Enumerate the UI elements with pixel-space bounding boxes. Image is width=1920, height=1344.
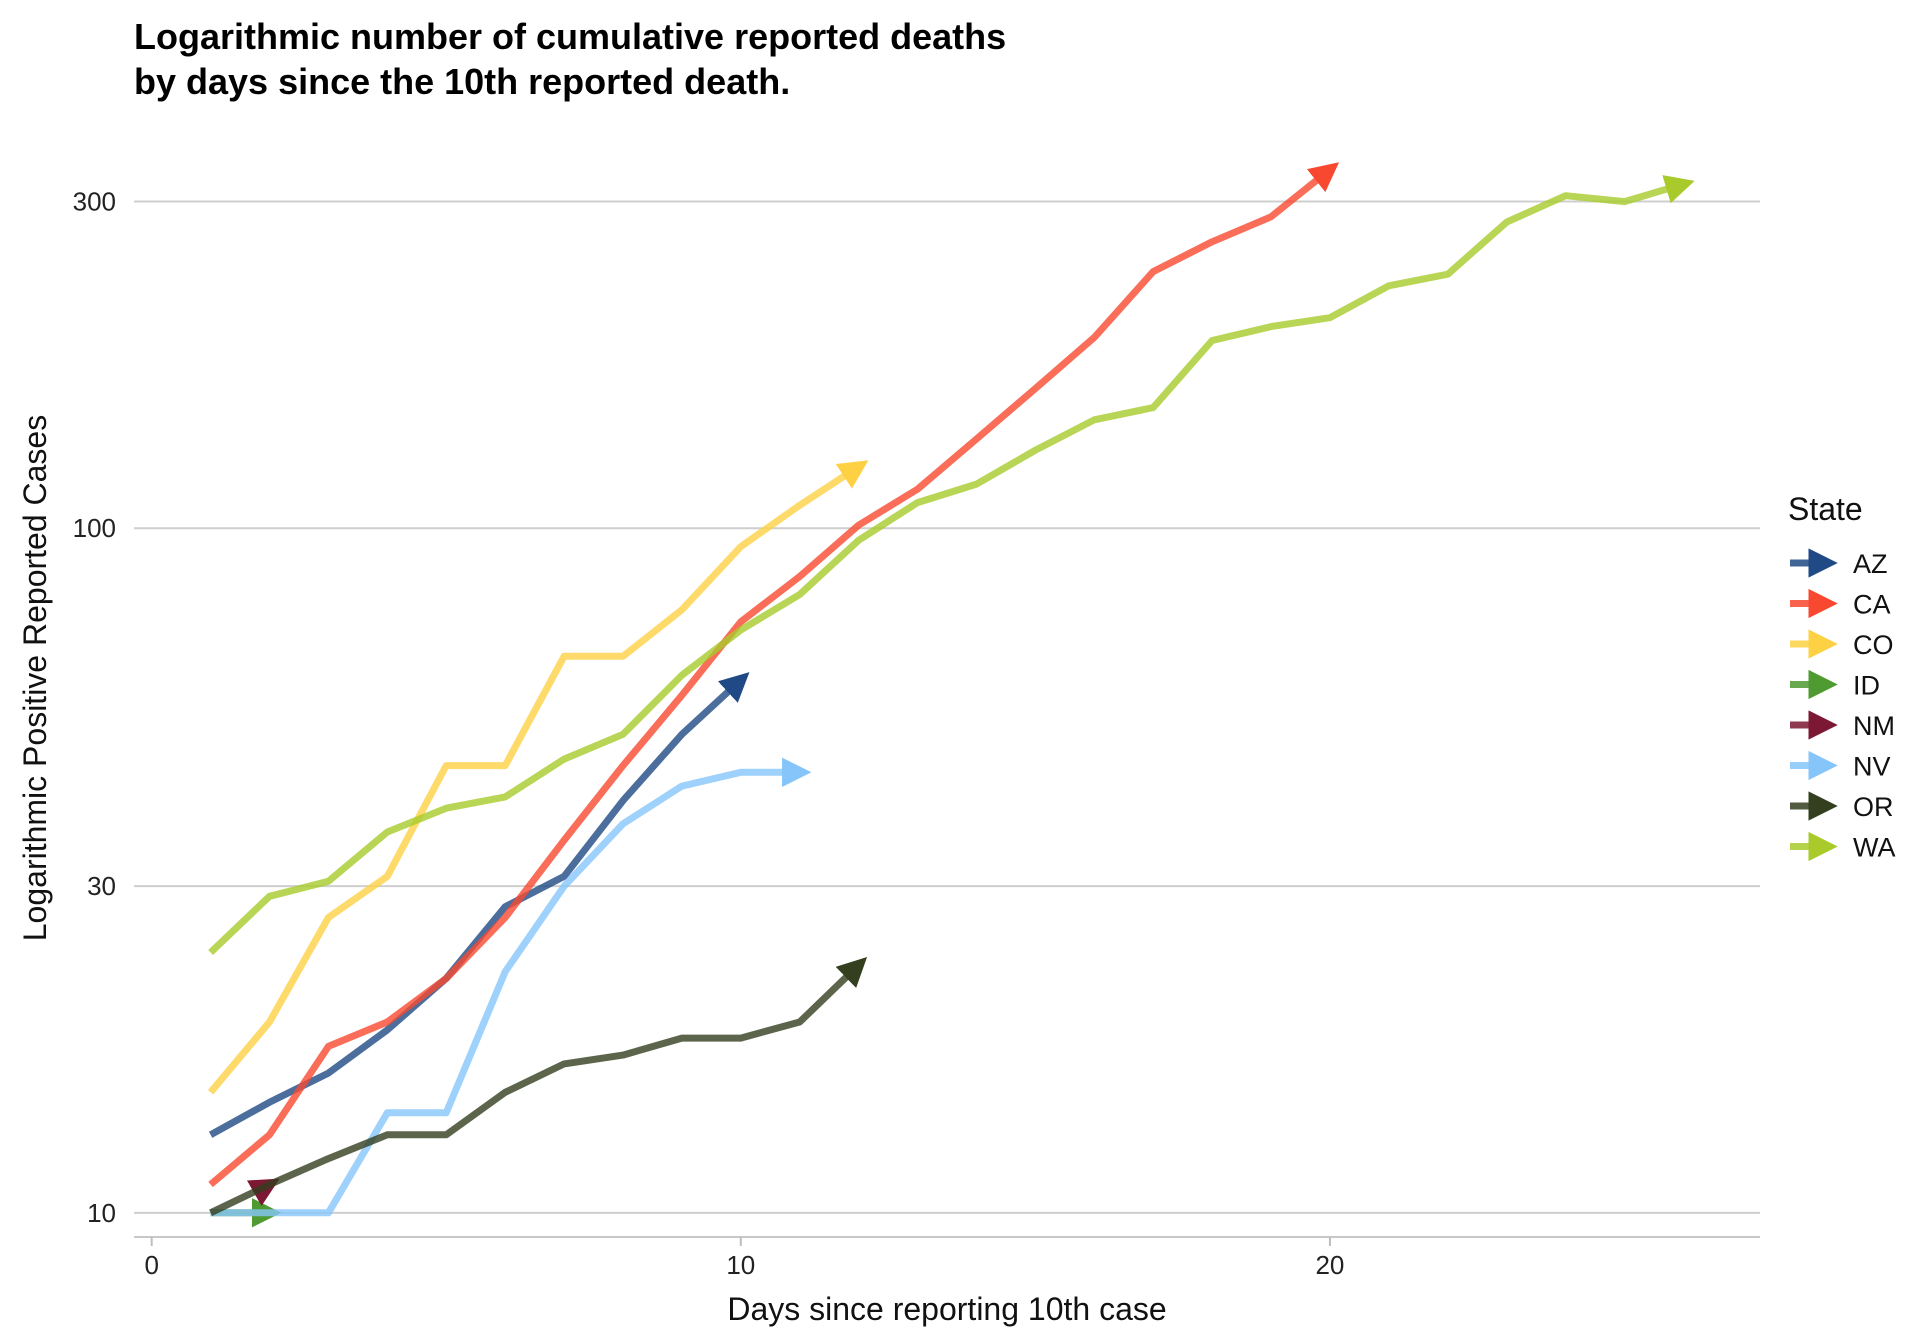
series-line-az: [208, 672, 750, 1138]
series-lines: [207, 162, 1695, 1228]
legend-label-id: ID: [1853, 671, 1880, 701]
y-tick-label-300: 300: [73, 187, 116, 217]
series-line-wa: [208, 175, 1695, 956]
legend-label-wa: WA: [1853, 833, 1896, 863]
legend-label-or: OR: [1853, 792, 1894, 822]
x-axis-ticks: 0 10 20: [144, 1237, 1344, 1280]
legend-label-nv: NV: [1853, 752, 1891, 782]
y-axis-title: Logarithmic Positive Reported Cases: [17, 415, 53, 941]
x-axis-title: Days since reporting 10th case: [727, 1291, 1166, 1327]
y-tick-label-30: 30: [87, 871, 116, 901]
y-tick-label-10: 10: [87, 1198, 116, 1228]
series-line-or: [209, 957, 868, 1216]
legend-title: State: [1788, 491, 1863, 527]
gridlines: [134, 200, 1760, 1214]
legend-label-co: CO: [1853, 630, 1894, 660]
y-tick-label-100: 100: [73, 513, 116, 543]
series-line-nv: [210, 757, 812, 1217]
y-axis-ticks: 10 30 100 300: [73, 187, 116, 1228]
legend-label-ca: CA: [1853, 590, 1891, 620]
series-line-ca: [208, 162, 1340, 1188]
series-line-co: [207, 460, 869, 1095]
chart-title-line-1: Logarithmic number of cumulative reporte…: [134, 16, 1006, 57]
legend: State AZ CA CO ID NM NV OR WA: [1788, 491, 1896, 863]
chart-title-line-2: by days since the 10th reported death.: [134, 61, 790, 102]
x-tick-label-20: 20: [1315, 1250, 1344, 1280]
x-tick-label-10: 10: [726, 1250, 755, 1280]
legend-label-az: AZ: [1853, 549, 1888, 579]
x-tick-label-0: 0: [144, 1250, 158, 1280]
legend-label-nm: NM: [1853, 711, 1895, 741]
